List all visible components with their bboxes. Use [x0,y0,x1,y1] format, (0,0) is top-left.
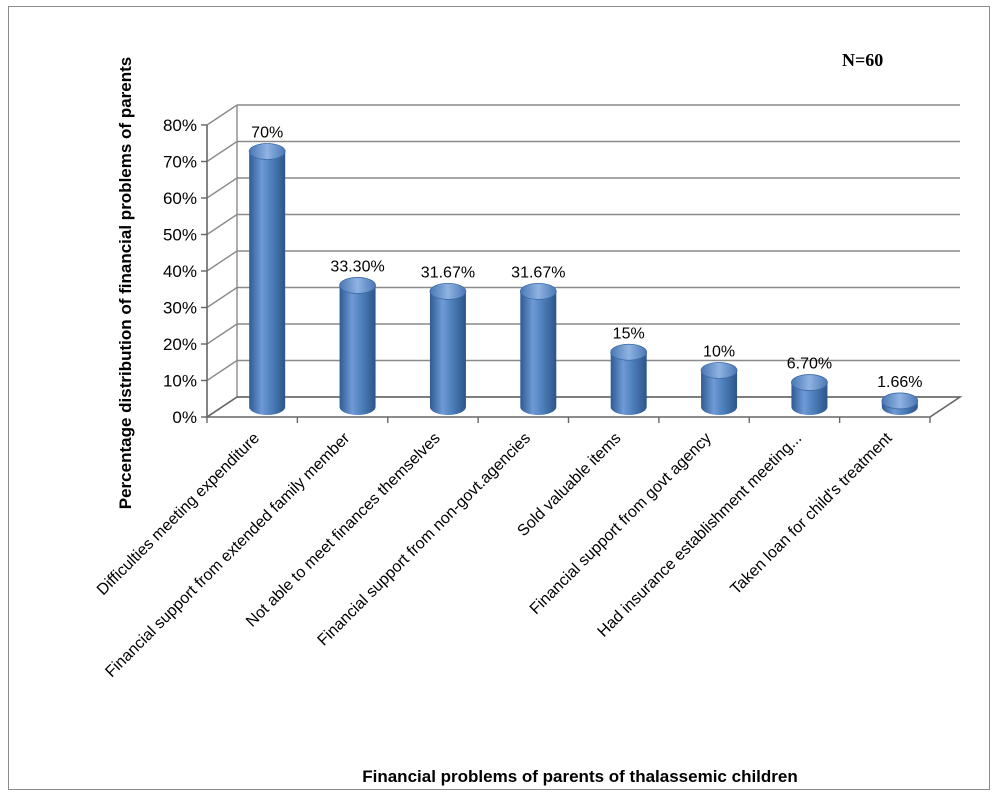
y-tick-label: 40% [163,262,197,281]
y-tick-label: 80% [163,116,197,135]
bar [519,283,557,415]
gridline-depth [206,213,238,236]
y-axis-title: Percentage distribution of financial pro… [116,57,135,509]
y-tick-label: 20% [163,335,197,354]
y-tick-label: 10% [163,372,197,391]
data-label: 10% [703,344,735,361]
bar-top [519,283,557,300]
bar-top [881,392,919,410]
bar-body [701,370,738,415]
data-label: 1.66% [877,374,922,391]
category-label: Had insurance establishment meeting... [595,430,806,641]
bar [610,343,648,415]
axes: 0% 10% 20% 30% 40% 50% 60% 70% 80% [163,116,963,427]
bar-body [249,151,286,415]
y-tick-label: 50% [163,226,197,245]
gridline-depth [206,323,238,345]
bar-body [429,291,466,415]
gridlines [206,104,960,418]
gridline-depth [206,250,238,272]
data-label: 70% [251,125,283,142]
gridline-depth [206,286,238,309]
y-tick-label: 60% [163,189,197,208]
bar [791,374,828,415]
gridline-depth [206,104,238,126]
gridline-depth [206,359,238,382]
category-labels: Difficulties meeting expenditureFinancia… [94,429,896,680]
bar-top [610,343,648,361]
bar [881,392,919,415]
data-label: 15% [613,325,645,342]
y-tick-label: 30% [163,299,197,318]
data-label: 31.67% [421,264,475,281]
gridline-depth [206,140,238,163]
bar-body [520,291,557,415]
bars [248,143,919,415]
floor-outline [204,396,963,418]
bar-top [791,374,828,391]
data-label: 31.67% [511,264,565,281]
bar [339,277,376,415]
bar-top [429,283,467,300]
bar-body [339,285,376,415]
bar-body [610,352,647,415]
data-labels: 70% 33.30% 31.67% 31.67% 15% 10% 6.70% 1.66% [251,125,922,391]
bar-top [700,362,738,379]
data-label: 6.70% [787,356,832,373]
bar [429,283,467,415]
category-label: Financial support from non-govt.agencies [315,430,535,650]
category-label: Financial support from govt agency [527,430,715,618]
bar-top [339,277,376,294]
category-label: Not able to meet finances themselves [243,430,444,631]
bar-top [248,143,286,160]
data-label: 33.30% [330,258,384,275]
y-tick-label: 0% [172,408,197,427]
bar [248,143,286,415]
bar [700,362,738,415]
gridline-depth [206,177,238,199]
x-axis-title: Financial problems of parents of thalass… [362,767,798,786]
bar-body [791,382,828,415]
category-label: Taken loan for child's treatment [727,429,896,598]
y-tick-label: 70% [163,153,197,172]
sample-size-annotation: N=60 [842,50,883,70]
